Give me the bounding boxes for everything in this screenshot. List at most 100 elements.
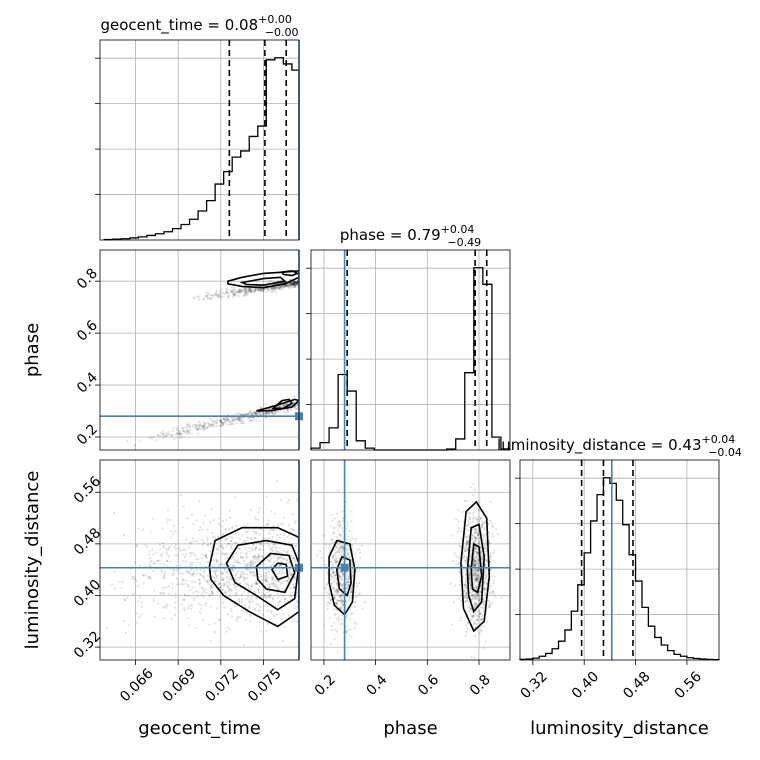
sample-point <box>265 558 268 562</box>
sample-point <box>324 564 327 567</box>
sample-point <box>237 561 241 564</box>
sample-point <box>179 432 182 435</box>
sample-point <box>335 601 338 604</box>
sample-point <box>176 432 179 435</box>
sample-point <box>481 602 485 605</box>
sample-point <box>292 286 296 289</box>
sample-point <box>235 294 238 297</box>
sample-point <box>483 535 486 538</box>
sample-point <box>270 578 274 581</box>
sample-point <box>262 548 265 551</box>
sample-point <box>294 281 298 285</box>
sample-point <box>197 428 200 431</box>
sample-point <box>254 548 257 551</box>
sample-point <box>336 593 339 596</box>
sample-point <box>253 289 256 292</box>
sample-point <box>252 556 255 559</box>
sample-point <box>222 422 225 425</box>
sample-point <box>469 608 472 611</box>
sample-point <box>330 624 333 628</box>
sample-point <box>166 553 169 556</box>
sample-point <box>476 593 479 596</box>
sample-point <box>243 604 246 607</box>
sample-point <box>186 429 189 432</box>
sample-point <box>345 590 348 594</box>
sample-point <box>331 564 335 567</box>
sample-point <box>219 420 222 423</box>
sample-point <box>265 610 269 613</box>
sample-point <box>190 551 193 555</box>
sample-point <box>276 558 280 561</box>
sample-point <box>339 577 342 580</box>
sample-point <box>211 570 214 573</box>
sample-point <box>473 559 476 562</box>
sample-point <box>474 572 477 576</box>
x-tick-label: 0.6 <box>415 672 442 699</box>
sample-point <box>281 594 284 597</box>
sample-point <box>350 590 353 593</box>
sample-point <box>333 595 337 598</box>
sample-point <box>225 290 228 293</box>
sample-point <box>349 617 352 621</box>
sample-point <box>213 572 217 575</box>
sample-point <box>246 412 249 415</box>
sample-point <box>333 597 336 600</box>
sample-point <box>473 565 476 568</box>
sample-point <box>224 539 227 542</box>
sample-point <box>283 286 286 289</box>
sample-point <box>288 283 292 287</box>
sample-point <box>260 563 263 566</box>
sample-point <box>235 422 238 425</box>
sample-point <box>226 552 229 556</box>
sample-point <box>217 547 220 550</box>
sample-point <box>268 594 271 598</box>
sample-point <box>132 575 135 578</box>
sample-point <box>474 622 477 625</box>
sample-point <box>470 618 473 621</box>
sample-point <box>237 412 240 415</box>
sample-point <box>135 545 138 548</box>
sample-point <box>345 616 348 620</box>
sample-point <box>350 543 353 546</box>
sample-point <box>286 408 289 411</box>
sample-point <box>331 554 334 557</box>
sample-point <box>214 622 217 625</box>
sample-point <box>249 288 252 291</box>
sample-point <box>268 288 271 291</box>
sample-point <box>470 593 473 596</box>
sample-point <box>203 425 206 428</box>
sample-point <box>218 586 221 589</box>
sample-point <box>476 618 479 621</box>
sample-point <box>201 538 204 541</box>
sample-point <box>471 572 475 575</box>
sample-point <box>493 574 496 578</box>
sample-point <box>185 538 188 541</box>
sample-point <box>273 615 276 618</box>
sample-point <box>484 573 487 576</box>
sample-point <box>487 605 490 609</box>
sample-point <box>238 537 241 541</box>
sample-point <box>471 568 474 572</box>
sample-point <box>190 432 193 436</box>
sample-point <box>221 563 224 566</box>
sample-point <box>288 562 291 565</box>
sample-point <box>178 583 181 586</box>
sample-point <box>206 543 210 546</box>
sample-point <box>237 417 240 420</box>
sample-point <box>249 571 252 574</box>
sample-point <box>479 550 482 553</box>
sample-point <box>341 548 344 551</box>
sample-point <box>172 426 175 429</box>
sample-point <box>490 524 494 527</box>
sample-point <box>264 416 268 420</box>
sample-point <box>273 286 276 289</box>
sample-point <box>187 585 190 588</box>
sample-point <box>218 570 221 573</box>
sample-point <box>171 586 175 589</box>
sample-point <box>253 537 256 540</box>
sample-point <box>220 524 223 528</box>
sample-point <box>469 587 472 590</box>
sample-point <box>287 284 290 288</box>
sample-point <box>159 434 162 438</box>
sample-point <box>240 413 244 416</box>
